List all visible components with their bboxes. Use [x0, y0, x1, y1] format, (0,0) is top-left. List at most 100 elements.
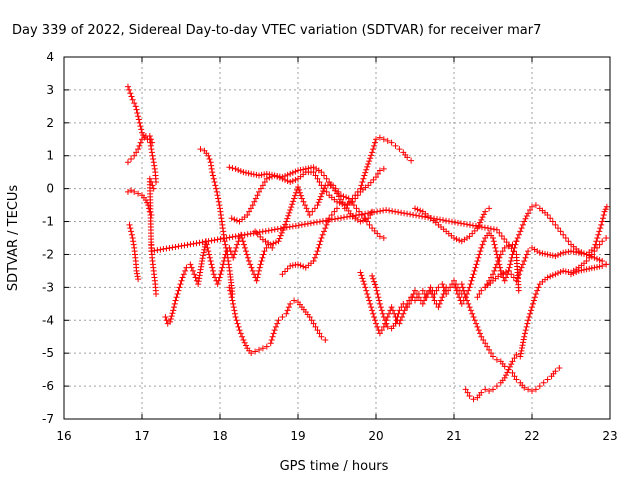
data-point [318, 169, 325, 176]
x-tick-label: 17 [134, 429, 149, 443]
data-point [414, 206, 421, 213]
data-point [380, 313, 387, 320]
data-point [370, 176, 377, 183]
data-point [544, 376, 551, 383]
data-point [201, 246, 208, 253]
data-point [266, 174, 273, 181]
data-point [518, 225, 525, 232]
data-point [166, 244, 173, 251]
data-point [523, 323, 530, 330]
data-point [239, 333, 246, 340]
data-point [331, 215, 338, 222]
data-point [557, 269, 564, 276]
data-point [126, 221, 133, 228]
data-point [529, 304, 535, 311]
data-point [547, 252, 554, 259]
data-point [289, 201, 296, 208]
data-point [128, 187, 135, 194]
y-tick-label: -6 [42, 379, 54, 393]
data-point [234, 320, 241, 327]
data-point [370, 310, 377, 317]
data-point [529, 203, 535, 210]
data-point [522, 254, 529, 261]
data-point [170, 304, 177, 311]
series-track-d [126, 221, 142, 283]
data-point [314, 202, 321, 209]
data-point [341, 214, 347, 221]
data-point [259, 182, 266, 189]
data-point [128, 228, 135, 235]
data-point [529, 300, 536, 307]
data-point [552, 253, 559, 260]
data-point [212, 182, 219, 189]
data-point [392, 320, 399, 327]
data-point [513, 376, 520, 383]
data-point [223, 234, 230, 241]
data-point [504, 369, 511, 376]
data-point [456, 237, 463, 244]
data-point [213, 188, 220, 195]
data-point [372, 281, 379, 288]
data-point [443, 284, 450, 291]
data-point [188, 264, 195, 271]
data-point [374, 230, 381, 237]
data-point [521, 258, 528, 265]
data-point [525, 248, 532, 255]
data-point [422, 213, 429, 220]
data-point [268, 337, 275, 344]
data-point [133, 106, 140, 113]
data-point [231, 251, 238, 258]
data-point [460, 287, 467, 294]
data-point [460, 220, 467, 227]
data-point [308, 317, 315, 324]
data-point [272, 239, 279, 246]
data-point [462, 386, 469, 393]
data-point [466, 233, 473, 240]
data-point [369, 149, 376, 156]
data-point [269, 173, 275, 180]
data-point [404, 154, 411, 161]
data-point [358, 272, 365, 279]
data-point [528, 307, 535, 314]
data-point [552, 221, 559, 228]
data-point [287, 179, 294, 186]
data-point [423, 290, 430, 297]
data-point [288, 204, 295, 211]
data-point [267, 340, 274, 347]
data-point [379, 310, 386, 317]
data-point [289, 169, 296, 176]
data-point [211, 179, 218, 186]
data-point [283, 310, 290, 317]
data-point [316, 330, 323, 337]
data-point [389, 307, 396, 314]
data-point [142, 132, 149, 139]
data-point [529, 388, 535, 395]
data-point [209, 172, 216, 179]
data-point [258, 171, 265, 178]
data-point [477, 219, 483, 226]
data-point [415, 294, 422, 301]
data-point [263, 244, 270, 251]
data-point [335, 188, 342, 195]
data-point [274, 226, 281, 233]
data-point [148, 149, 155, 156]
data-point [275, 317, 282, 324]
data-point [361, 281, 368, 288]
data-point [388, 139, 395, 146]
data-point [568, 271, 574, 278]
series-track-s [462, 235, 610, 403]
data-point [133, 267, 140, 274]
data-point [217, 236, 224, 243]
data-point [268, 227, 275, 234]
data-point [289, 262, 296, 269]
data-point [151, 162, 158, 169]
data-point [461, 290, 468, 297]
data-point [400, 300, 407, 307]
data-point [234, 241, 241, 248]
data-point [542, 250, 548, 257]
data-point [547, 273, 554, 280]
data-point [491, 267, 498, 274]
data-point [562, 249, 569, 256]
data-point [369, 307, 376, 314]
data-point [289, 223, 296, 230]
